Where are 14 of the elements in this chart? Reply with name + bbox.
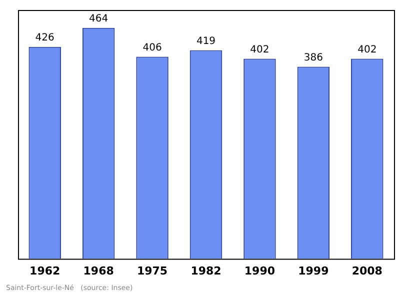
x-tick-label: 1999 bbox=[298, 264, 329, 278]
data-label: 402 bbox=[250, 44, 270, 56]
x-tick-label: 1968 bbox=[83, 264, 114, 278]
x-tick-label: 2008 bbox=[352, 264, 382, 278]
data-label: 419 bbox=[196, 36, 216, 47]
data-label: 386 bbox=[304, 52, 323, 64]
data-label: 464 bbox=[89, 14, 108, 25]
data-label: 402 bbox=[358, 44, 377, 56]
x-tick-label: 1975 bbox=[136, 264, 168, 278]
x-tick-label: 1990 bbox=[244, 264, 276, 278]
data-label: 406 bbox=[142, 42, 162, 54]
x-tick-label: 1982 bbox=[190, 264, 222, 278]
data-label: 426 bbox=[35, 32, 54, 44]
x-tick-label: 1962 bbox=[30, 264, 60, 278]
